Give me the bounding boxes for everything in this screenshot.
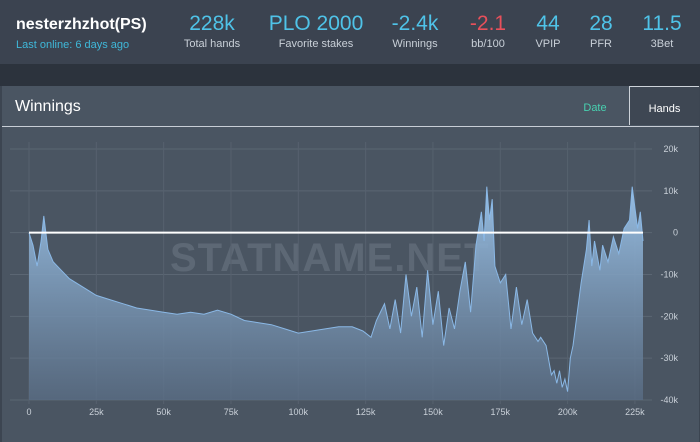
x-tick-label: 150k <box>423 407 443 417</box>
x-tick-label: 25k <box>89 407 104 417</box>
stat-vpip: 44 VPIP <box>528 12 568 50</box>
y-tick-label: -20k <box>660 311 678 321</box>
stat-label: VPIP <box>535 38 561 50</box>
stat-label: Total hands <box>183 38 241 50</box>
stat-value: -2.1 <box>469 12 507 35</box>
watermark: STATNAME.NET <box>170 236 490 280</box>
x-tick-label: 200k <box>558 407 578 417</box>
x-tick-label: 75k <box>224 407 239 417</box>
x-tick-label: 125k <box>356 407 376 417</box>
panel-divider <box>2 126 699 127</box>
y-axis-ticks: 20k 10k 0 -10k -20k -30k -40k <box>660 144 678 405</box>
tab-hands[interactable]: Hands <box>629 86 699 125</box>
player-header: nesterzhzhot(PS) Last online: 6 days ago… <box>0 0 700 64</box>
stat-value: 11.5 <box>642 12 682 35</box>
stat-value: 44 <box>536 12 560 35</box>
stat-total-hands: 228k Total hands <box>180 12 244 50</box>
y-tick-label: 20k <box>663 144 678 154</box>
last-online-status: Last online: 6 days ago <box>16 39 130 51</box>
stat-bb100: -2.1 bb/100 <box>464 12 512 50</box>
winnings-chart: 20k 10k 0 -10k -20k -30k -40k 0 25k 50k 75k 100k 12… <box>10 142 678 417</box>
stat-label: PFR <box>590 38 612 50</box>
x-tick-label: 225k <box>625 407 645 417</box>
stat-value: 228k <box>189 12 235 35</box>
stat-label: Favorite stakes <box>278 38 354 50</box>
tab-date[interactable]: Date <box>583 102 607 114</box>
winnings-area <box>29 186 643 400</box>
x-tick-label: 175k <box>491 407 511 417</box>
panel-title: Winnings <box>15 98 81 115</box>
y-tick-label: 0 <box>673 228 678 238</box>
y-tick-label: 10k <box>663 186 678 196</box>
stat-pfr: 28 PFR <box>583 12 619 50</box>
stat-value: PLO 2000 <box>268 12 364 35</box>
player-name: nesterzhzhot(PS) <box>16 16 147 33</box>
winnings-panel: Winnings Date Hands STATNAME.NET 20k 10k 0… <box>2 86 699 442</box>
stat-label: 3Bet <box>650 38 674 50</box>
y-tick-label: -40k <box>660 395 678 405</box>
section-gap <box>0 64 700 86</box>
stat-value: 28 <box>589 12 613 35</box>
y-tick-label: -30k <box>660 353 678 363</box>
x-tick-label: 0 <box>26 407 31 417</box>
stat-value: -2.4k <box>391 12 439 35</box>
x-tick-label: 100k <box>289 407 309 417</box>
stat-favorite-stakes: PLO 2000 Favorite stakes <box>264 12 368 50</box>
stat-label: bb/100 <box>471 38 505 50</box>
y-tick-label: -10k <box>660 270 678 280</box>
x-tick-label: 50k <box>156 407 171 417</box>
x-axis-ticks: 0 25k 50k 75k 100k 125k 150k 175k 200k 225k <box>26 407 645 417</box>
stat-winnings: -2.4k Winnings <box>384 12 446 50</box>
winnings-series-line <box>28 186 644 392</box>
stat-3bet: 11.5 3Bet <box>637 12 687 50</box>
stat-label: Winnings <box>392 38 438 50</box>
